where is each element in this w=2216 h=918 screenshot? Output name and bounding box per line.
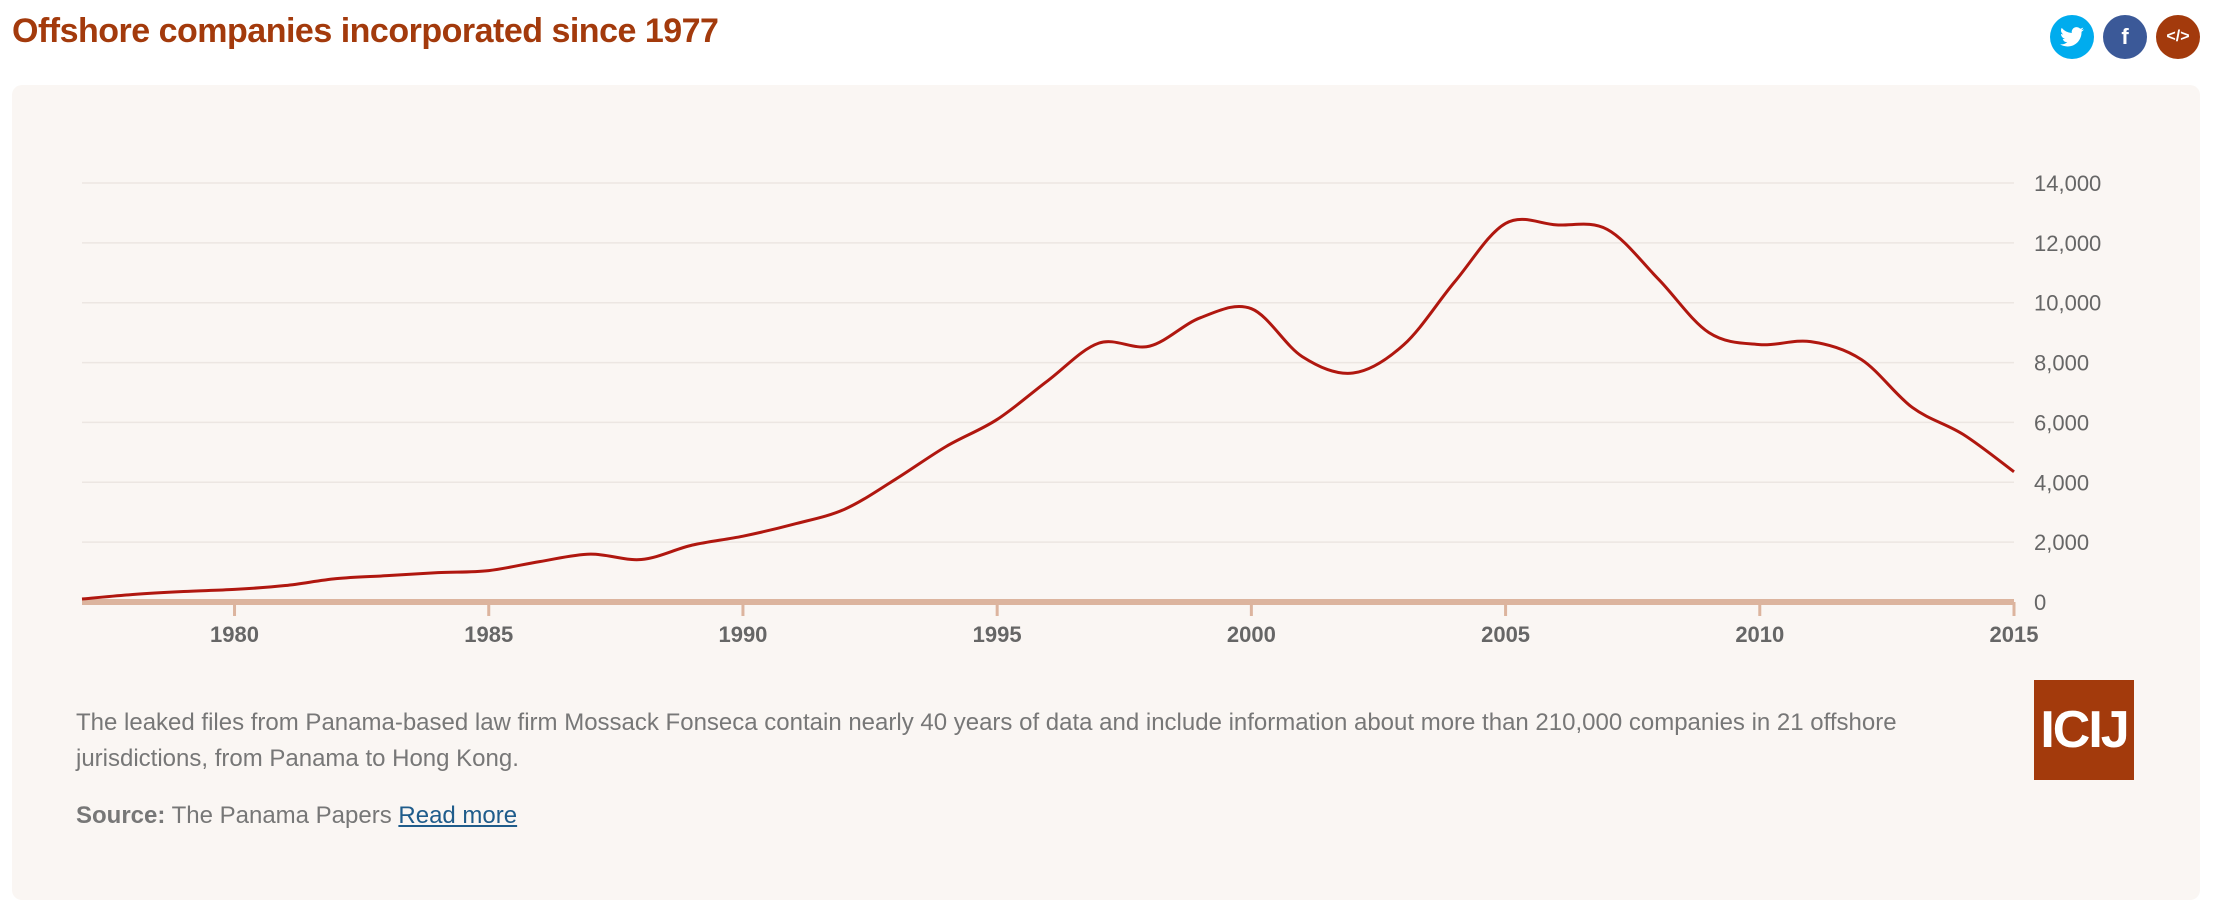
y-tick-label: 8,000 (2034, 351, 2089, 376)
chart-title: Offshore companies incorporated since 19… (12, 12, 719, 50)
x-tick-label: 2000 (1227, 622, 1276, 647)
chart-panel (12, 85, 2200, 900)
facebook-share-button[interactable]: f (2103, 15, 2147, 59)
logo-text: ICIJ (2040, 701, 2129, 759)
y-tick-label: 0 (2034, 590, 2046, 615)
embed-code-icon: </> (2166, 28, 2190, 45)
x-tick-label: 2005 (1481, 622, 1530, 647)
x-tick-label: 1995 (973, 622, 1022, 647)
x-tick-label: 1990 (718, 622, 767, 647)
twitter-icon (2060, 27, 2084, 47)
source-text: The Panama Papers (171, 802, 392, 829)
source-line: Source: The Panama Papers Read more (76, 802, 517, 830)
y-tick-label: 12,000 (2034, 231, 2101, 256)
x-tick-label: 1985 (464, 622, 513, 647)
chart-description: The leaked files from Panama-based law f… (76, 709, 1897, 772)
x-tick-label: 2015 (1990, 622, 2039, 647)
y-tick-label: 4,000 (2034, 470, 2089, 495)
y-tick-label: 10,000 (2034, 291, 2101, 316)
source-label: Source: (76, 802, 166, 829)
icij-logo: ICIJ (2034, 680, 2134, 780)
x-tick-label: 1980 (210, 622, 259, 647)
line-chart: 0 2,000 4,000 6,000 8,000 10,000 12,000 14,000 1… (81, 171, 2101, 647)
y-tick-label: 2,000 (2034, 530, 2089, 555)
y-tick-label: 6,000 (2034, 410, 2089, 435)
embed-button[interactable]: </> (2156, 15, 2200, 59)
data-line (81, 217, 2015, 601)
x-tick-label: 2010 (1735, 622, 1784, 647)
facebook-icon: f (2121, 24, 2129, 49)
twitter-share-button[interactable] (2050, 15, 2094, 59)
y-tick-label: 14,000 (2034, 171, 2101, 196)
read-more-link[interactable]: Read more (398, 802, 518, 829)
